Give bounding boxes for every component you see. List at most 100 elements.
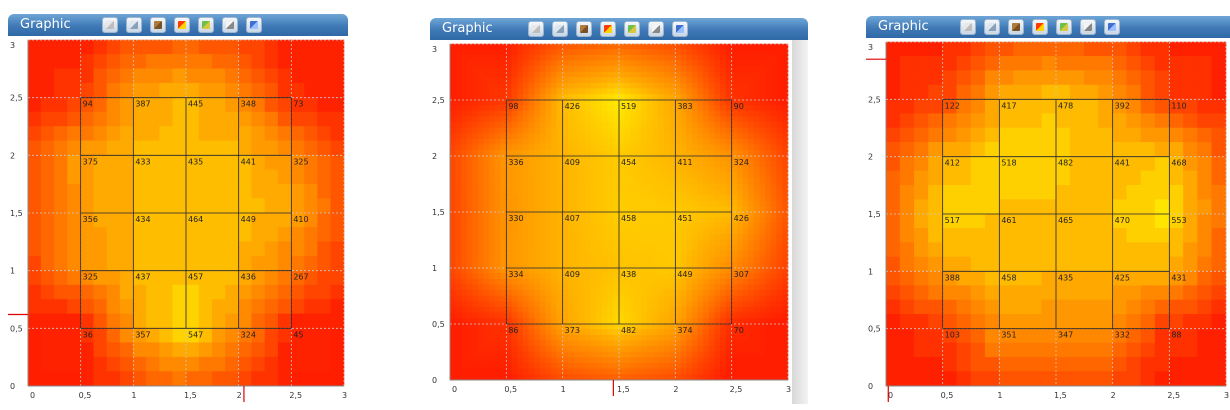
heatmap-cell-fill bbox=[607, 340, 614, 347]
heatmap-cell-fill bbox=[1211, 99, 1227, 114]
heatmap-cell-fill bbox=[528, 122, 535, 129]
heatmap-cell-fill bbox=[765, 189, 772, 196]
heatmap-cell-fill bbox=[528, 245, 535, 252]
heatmap-cell-fill bbox=[489, 71, 496, 78]
heatmap-cell-fill bbox=[720, 228, 727, 235]
heatmap-cell-fill bbox=[1098, 156, 1113, 172]
heatmap-cell-fill bbox=[477, 155, 485, 162]
heatmap-cell-fill bbox=[669, 362, 676, 370]
heatmap-cell-fill bbox=[590, 43, 597, 50]
heatmap-cell-fill bbox=[584, 138, 592, 146]
heatmap-cell-fill bbox=[748, 172, 755, 179]
heatmap-cell-fill bbox=[618, 306, 625, 314]
heatmap-cell-fill bbox=[551, 116, 558, 123]
heatmap-cell-fill bbox=[725, 329, 732, 336]
heatmap-cell-fill bbox=[67, 227, 81, 243]
heatmap-cell-fill bbox=[489, 273, 496, 280]
heatmap-cell-fill bbox=[277, 241, 292, 257]
bulb-icon[interactable] bbox=[102, 17, 118, 33]
heatmap-cell-fill bbox=[669, 217, 676, 224]
monitor-icon[interactable] bbox=[246, 17, 262, 33]
heatmap-cell-fill bbox=[455, 71, 462, 78]
heatmap-cell-fill bbox=[658, 245, 665, 252]
heatmap-plot-3[interactable]: 122 417 478 392 110 412 518 482 441 468 517 461 465 4… bbox=[866, 38, 1230, 406]
heatmap-cell-fill bbox=[528, 329, 535, 336]
heatmap-cell-fill bbox=[579, 178, 586, 185]
heatmap-cell-fill bbox=[765, 133, 772, 140]
bulb-icon[interactable] bbox=[528, 21, 544, 37]
color-squares-icon[interactable] bbox=[1032, 19, 1048, 35]
color-squares-icon[interactable] bbox=[600, 21, 616, 37]
heatmap-cell-fill bbox=[494, 239, 501, 246]
heatmap-cell-fill bbox=[534, 178, 541, 185]
bulb-icon[interactable] bbox=[960, 19, 976, 35]
monitor-icon[interactable] bbox=[672, 21, 688, 37]
heatmap-cell-fill bbox=[720, 301, 727, 308]
list-icon[interactable] bbox=[126, 17, 142, 33]
heatmap-cell-fill bbox=[725, 234, 732, 241]
heatmap-cell-fill bbox=[613, 138, 620, 146]
heatmap-cell-fill bbox=[641, 318, 648, 325]
heatmap-cell-fill bbox=[54, 155, 68, 171]
heatmap-cell-fill bbox=[494, 228, 501, 235]
list-icon[interactable] bbox=[552, 21, 568, 37]
frame-icon[interactable] bbox=[1008, 19, 1024, 35]
heatmap-cell-fill bbox=[590, 127, 597, 134]
map-icon[interactable] bbox=[1056, 19, 1072, 35]
heatmap-cell-fill bbox=[956, 371, 972, 387]
heatmap-cell-fill bbox=[629, 200, 637, 207]
list-icon[interactable] bbox=[984, 19, 1000, 35]
heatmap-cell-fill bbox=[80, 227, 95, 243]
heatmap-cell-fill bbox=[613, 88, 620, 95]
heatmap-cell-fill bbox=[776, 351, 783, 358]
heatmap-cell-fill bbox=[483, 166, 490, 174]
heatmap-cell-fill bbox=[477, 256, 485, 263]
heatmap-cell-fill bbox=[534, 312, 541, 319]
heatmap-cell-fill bbox=[725, 239, 732, 246]
frame-icon[interactable] bbox=[576, 21, 592, 37]
heatmap-cell-fill bbox=[573, 234, 580, 241]
heatmap-cell-fill bbox=[528, 166, 535, 174]
heatmap-cell-fill bbox=[697, 273, 704, 280]
heatmap-plot-1[interactable]: 94 387 445 348 73 375 433 435 441 325 356 434 464 449… bbox=[8, 36, 348, 406]
monitor-icon[interactable] bbox=[1104, 19, 1120, 35]
heatmap-cell-fill bbox=[93, 140, 108, 156]
heatmap-cell-fill bbox=[984, 342, 1000, 358]
heatmap-cell-fill bbox=[584, 351, 592, 358]
heatmap-cell-fill bbox=[522, 250, 530, 258]
heatmap-cell-fill bbox=[517, 334, 524, 342]
heatmap-cell-fill bbox=[551, 183, 558, 190]
heatmap-cell-fill bbox=[742, 155, 749, 162]
heatmap-cell-fill bbox=[506, 357, 513, 364]
heatmap-cell-fill bbox=[618, 138, 625, 146]
heatmap-cell-fill bbox=[1055, 99, 1071, 114]
heatmap-cell-fill bbox=[658, 161, 665, 168]
heatmap-cell-fill bbox=[770, 245, 778, 252]
x-tick-label: 0,5 bbox=[941, 391, 954, 400]
heatmap-cell-fill bbox=[494, 43, 501, 50]
heatmap-cell-fill bbox=[596, 161, 603, 168]
heatmap-cell-fill bbox=[466, 262, 473, 269]
heatmap-cell-fill bbox=[517, 318, 524, 325]
heatmap-cell-fill bbox=[663, 368, 670, 375]
heatmap-cell-fill bbox=[590, 278, 597, 286]
heatmap-cell-fill bbox=[460, 284, 468, 291]
heatmap-cell-fill bbox=[54, 313, 68, 329]
heatmap-cell-fill bbox=[770, 161, 778, 168]
heatmap-cell-fill bbox=[80, 313, 95, 329]
heatmap-cell-fill bbox=[568, 357, 575, 364]
heatmap-plot-2[interactable]: 98 426 519 383 90 336 409 454 411 324 330 407 458 451… bbox=[430, 40, 792, 400]
y-tick-label: 0,5 bbox=[10, 324, 23, 333]
color-squares-icon[interactable] bbox=[174, 17, 190, 33]
heatmap-cell-fill bbox=[539, 234, 547, 241]
grid-icon[interactable] bbox=[222, 17, 238, 33]
map-icon[interactable] bbox=[198, 17, 214, 33]
grid-icon[interactable] bbox=[648, 21, 664, 37]
heatmap-cell-fill bbox=[646, 71, 654, 78]
map-icon[interactable] bbox=[624, 21, 640, 37]
heatmap-cell-fill bbox=[579, 66, 586, 73]
heatmap-cell-fill bbox=[590, 206, 597, 213]
heatmap-cell-fill bbox=[686, 94, 693, 101]
frame-icon[interactable] bbox=[150, 17, 166, 33]
grid-icon[interactable] bbox=[1080, 19, 1096, 35]
